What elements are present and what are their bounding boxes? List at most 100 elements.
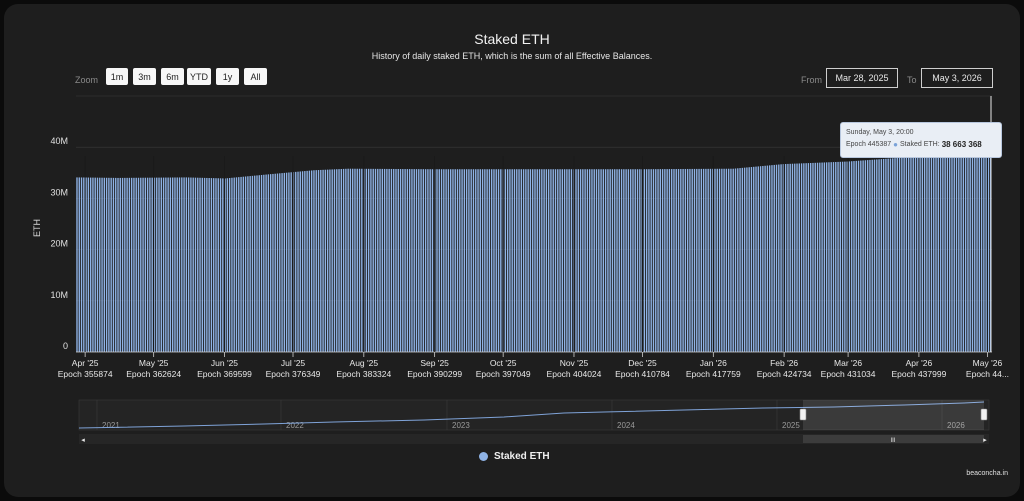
bar[interactable] <box>185 177 188 352</box>
bar[interactable] <box>664 169 666 352</box>
bar[interactable] <box>438 169 440 352</box>
bar[interactable] <box>386 168 388 352</box>
bar[interactable] <box>579 169 582 352</box>
bar[interactable] <box>356 168 358 352</box>
bar[interactable] <box>529 169 532 352</box>
bar[interactable] <box>871 159 873 352</box>
bar[interactable] <box>406 169 409 352</box>
bar[interactable] <box>666 169 668 352</box>
bar[interactable] <box>958 153 960 352</box>
bar[interactable] <box>254 175 256 352</box>
bar[interactable] <box>167 177 169 352</box>
bar[interactable] <box>825 162 828 352</box>
bar[interactable] <box>256 175 258 352</box>
bar[interactable] <box>830 162 832 352</box>
bar[interactable] <box>796 163 798 352</box>
bar[interactable] <box>819 162 821 352</box>
zoom-1y-button[interactable]: 1y <box>216 68 239 85</box>
bar[interactable] <box>620 169 623 352</box>
bar[interactable] <box>447 169 450 352</box>
bar[interactable] <box>299 171 301 352</box>
zoom-ytd-button[interactable]: YTD <box>187 68 211 85</box>
bar[interactable] <box>242 176 245 352</box>
bar[interactable] <box>832 162 835 352</box>
bar[interactable] <box>518 169 520 352</box>
bar[interactable] <box>614 169 616 352</box>
bar[interactable] <box>869 159 871 352</box>
bar[interactable] <box>354 168 356 352</box>
bar[interactable] <box>452 169 454 352</box>
bar[interactable] <box>912 156 914 352</box>
bar[interactable] <box>545 169 548 352</box>
bar[interactable] <box>668 169 671 352</box>
bar[interactable] <box>828 162 830 352</box>
bar[interactable] <box>623 169 625 352</box>
bar[interactable] <box>639 169 641 352</box>
bar[interactable] <box>215 178 217 352</box>
bar[interactable] <box>609 169 611 352</box>
bar[interactable] <box>839 161 842 352</box>
bar[interactable] <box>570 169 573 352</box>
bar[interactable] <box>787 163 789 352</box>
scroll-left-arrow-icon[interactable]: ◂ <box>81 437 85 444</box>
bar[interactable] <box>263 174 265 352</box>
bar[interactable] <box>684 168 687 352</box>
bar[interactable] <box>789 163 791 352</box>
zoom-all-button[interactable]: All <box>244 68 267 85</box>
bar[interactable] <box>730 168 732 352</box>
bar[interactable] <box>151 177 153 352</box>
bar[interactable] <box>178 177 181 352</box>
bar[interactable] <box>645 169 648 352</box>
bar[interactable] <box>964 153 967 352</box>
bar[interactable] <box>379 168 381 352</box>
bar[interactable] <box>397 169 399 352</box>
bar[interactable] <box>848 161 851 352</box>
bar[interactable] <box>219 178 222 352</box>
bar[interactable] <box>479 169 481 352</box>
bar[interactable] <box>604 169 607 352</box>
zoom-1m-button[interactable]: 1m <box>106 68 128 85</box>
bar[interactable] <box>306 170 308 352</box>
bar[interactable] <box>550 169 552 352</box>
bar[interactable] <box>732 168 734 352</box>
bar[interactable] <box>329 169 331 352</box>
bar[interactable] <box>577 169 579 352</box>
bar[interactable] <box>117 177 119 352</box>
scrollbar-thumb[interactable] <box>803 435 984 443</box>
bar[interactable] <box>955 153 958 352</box>
bar[interactable] <box>260 174 263 352</box>
bar[interactable] <box>812 162 814 352</box>
bar[interactable] <box>94 177 96 352</box>
bar[interactable] <box>771 165 773 352</box>
bar[interactable] <box>491 169 493 352</box>
bar[interactable] <box>345 168 347 352</box>
bar[interactable] <box>618 169 620 352</box>
bar[interactable] <box>873 159 876 352</box>
bar[interactable] <box>864 160 867 352</box>
bar[interactable] <box>807 163 810 352</box>
bar[interactable] <box>946 154 949 352</box>
legend-item-staked-eth[interactable]: Staked ETH <box>479 451 550 462</box>
bar[interactable] <box>217 178 219 352</box>
bar[interactable] <box>459 169 461 352</box>
bar[interactable] <box>326 169 329 352</box>
bar[interactable] <box>689 168 691 352</box>
bar[interactable] <box>823 162 826 352</box>
bar[interactable] <box>231 177 233 352</box>
bar[interactable] <box>953 154 955 352</box>
bar[interactable] <box>805 163 807 352</box>
bar[interactable] <box>803 163 805 352</box>
bar[interactable] <box>595 169 598 352</box>
bar[interactable] <box>160 177 162 352</box>
bar[interactable] <box>878 159 880 352</box>
bar[interactable] <box>766 165 769 352</box>
bar[interactable] <box>420 169 422 352</box>
bar[interactable] <box>718 168 721 352</box>
bar[interactable] <box>643 169 646 352</box>
bar[interactable] <box>468 169 470 352</box>
bar[interactable] <box>85 177 87 352</box>
bar[interactable] <box>454 169 456 352</box>
bar[interactable] <box>876 159 878 352</box>
bar[interactable] <box>901 157 903 352</box>
bar[interactable] <box>238 177 240 352</box>
